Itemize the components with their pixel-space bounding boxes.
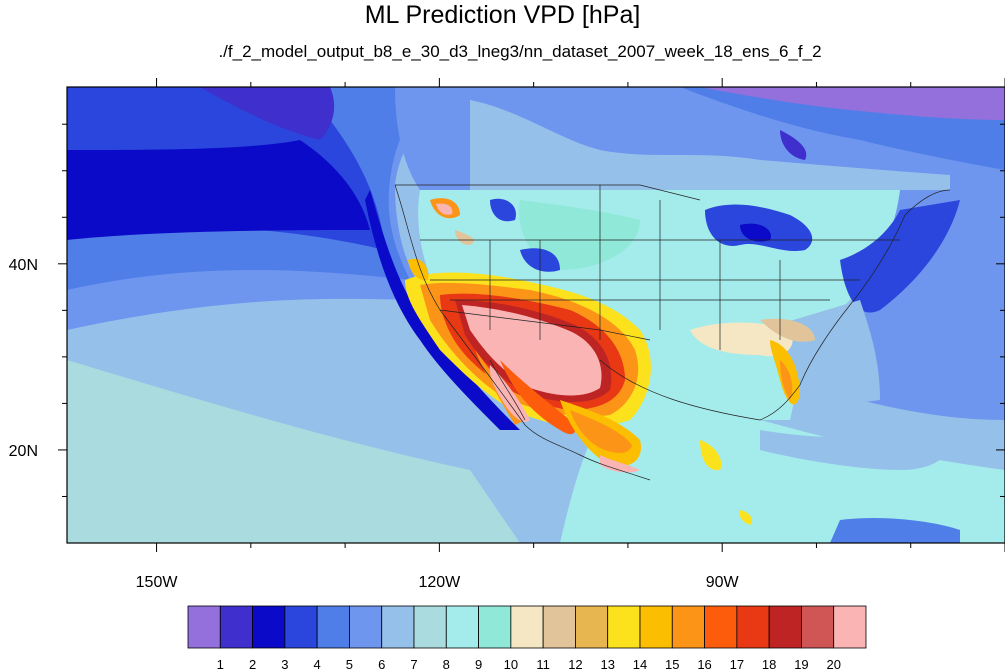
colorbar-swatch: [219, 605, 253, 649]
colorbar-label: 18: [762, 657, 776, 672]
x-axis: 150W 120W 90W: [136, 78, 1005, 591]
colorbar-label: 11: [536, 657, 550, 672]
colorbar-swatch: [510, 605, 544, 649]
chart-title: ML Prediction VPD [hPa]: [364, 1, 641, 29]
colorbar-swatch: [445, 605, 479, 649]
x-tick-label: 150W: [136, 574, 179, 591]
colorbar-swatch: [284, 605, 318, 649]
colorbar-label: 4: [314, 657, 321, 672]
colorbar-swatch: [607, 605, 641, 649]
colorbar-swatch: [736, 605, 770, 649]
colorbar-label: 15: [665, 657, 679, 672]
colorbar-label: 14: [633, 657, 647, 672]
colorbar-swatch: [542, 605, 576, 649]
colorbar-label: 6: [378, 657, 385, 672]
colorbar-swatch: [768, 605, 802, 649]
colorbar-swatch: [575, 605, 609, 649]
x-tick-label: 120W: [418, 574, 461, 591]
colorbar-label: 19: [794, 657, 808, 672]
colorbar-swatch: [478, 605, 512, 649]
colorbar-swatch: [704, 605, 738, 649]
colorbar-label: 17: [730, 657, 744, 672]
colorbar-label: 5: [346, 657, 353, 672]
colorbar-label: 2: [249, 657, 256, 672]
colorbar: 1 2 3 4 5 6 7 8 9 10 11 12 13 14 15 16 17 18 19 20: [187, 605, 867, 672]
colorbar-swatch: [316, 605, 350, 649]
colorbar-label: 13: [600, 657, 614, 672]
colorbar-label: 16: [697, 657, 711, 672]
colorbar-swatch: [413, 605, 447, 649]
y-tick-label: 40N: [9, 257, 38, 274]
y-tick-label: 20N: [9, 443, 38, 460]
y-axis: 40N 20N: [9, 123, 1005, 497]
boundaries: [394, 184, 951, 481]
colorbar-label: 1: [217, 657, 224, 672]
chart-subtitle: ./f_2_model_output_b8_e_30_d3_lneg3/nn_d…: [218, 42, 822, 61]
southwest-hotspot: [405, 272, 752, 525]
colorbar-swatch: [639, 605, 673, 649]
colorbar-swatch: [187, 605, 221, 649]
vpd-map: [67, 87, 1005, 543]
colorbar-label: 9: [475, 657, 482, 672]
colorbar-label: 12: [568, 657, 582, 672]
colorbar-label: 10: [504, 657, 518, 672]
colorbar-swatch: [801, 605, 835, 649]
x-tick-label: 90W: [706, 574, 740, 591]
colorbar-label: 7: [410, 657, 417, 672]
colorbar-swatch: [833, 605, 867, 649]
colorbar-swatch: [349, 605, 383, 649]
colorbar-swatch: [252, 605, 286, 649]
plot-frame: [66, 86, 1005, 544]
colorbar-label: 8: [443, 657, 450, 672]
colorbar-label: 3: [281, 657, 288, 672]
colorbar-label: 20: [826, 657, 840, 672]
colorbar-swatch: [671, 605, 705, 649]
colorbar-swatch: [381, 605, 415, 649]
